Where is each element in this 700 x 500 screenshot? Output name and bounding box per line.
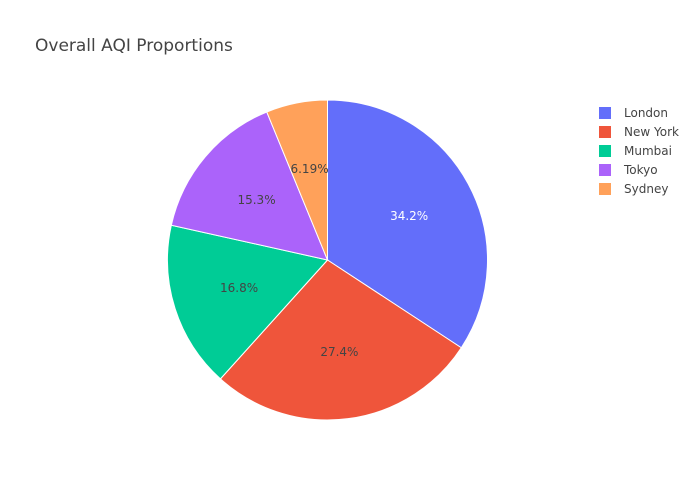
legend-label-tokyo[interactable]: Tokyo [623,163,658,177]
legend-item-london[interactable]: London [599,106,668,120]
legend-label-mumbai[interactable]: Mumbai [624,144,672,158]
slice-label-london: 34.2% [390,209,428,223]
slice-label-mumbai: 16.8% [220,281,258,295]
legend[interactable]: London New York Mumbai Tokyo Sydney [599,106,679,196]
legend-swatch-mumbai[interactable] [599,145,611,157]
legend-item-sydney[interactable]: Sydney [599,182,668,196]
pie-slice-mumbai[interactable] [167,224,329,380]
slices-layer [167,99,488,421]
legend-swatch-new-york[interactable] [599,126,611,138]
legend-label-new-york[interactable]: New York [624,125,679,139]
legend-swatch-tokyo[interactable] [599,164,611,176]
legend-item-mumbai[interactable]: Mumbai [599,144,672,158]
labels-layer: 34.2% 27.4% 16.8% 15.3% 6.19% [220,162,428,359]
slice-label-tokyo: 15.3% [237,193,275,207]
legend-label-sydney[interactable]: Sydney [624,182,668,196]
pie-slice-new-york[interactable] [219,259,462,421]
legend-swatch-london[interactable] [599,107,611,119]
legend-item-tokyo[interactable]: Tokyo [599,163,658,177]
legend-item-new-york[interactable]: New York [599,125,679,139]
slice-label-sydney: 6.19% [290,162,328,176]
slice-label-new-york: 27.4% [320,345,358,359]
chart-title: Overall AQI Proportions [35,36,233,56]
legend-label-london[interactable]: London [624,106,668,120]
legend-swatch-sydney[interactable] [599,183,611,195]
pie-slice-tokyo[interactable] [170,111,329,261]
pie-slice-sydney[interactable] [266,99,328,261]
